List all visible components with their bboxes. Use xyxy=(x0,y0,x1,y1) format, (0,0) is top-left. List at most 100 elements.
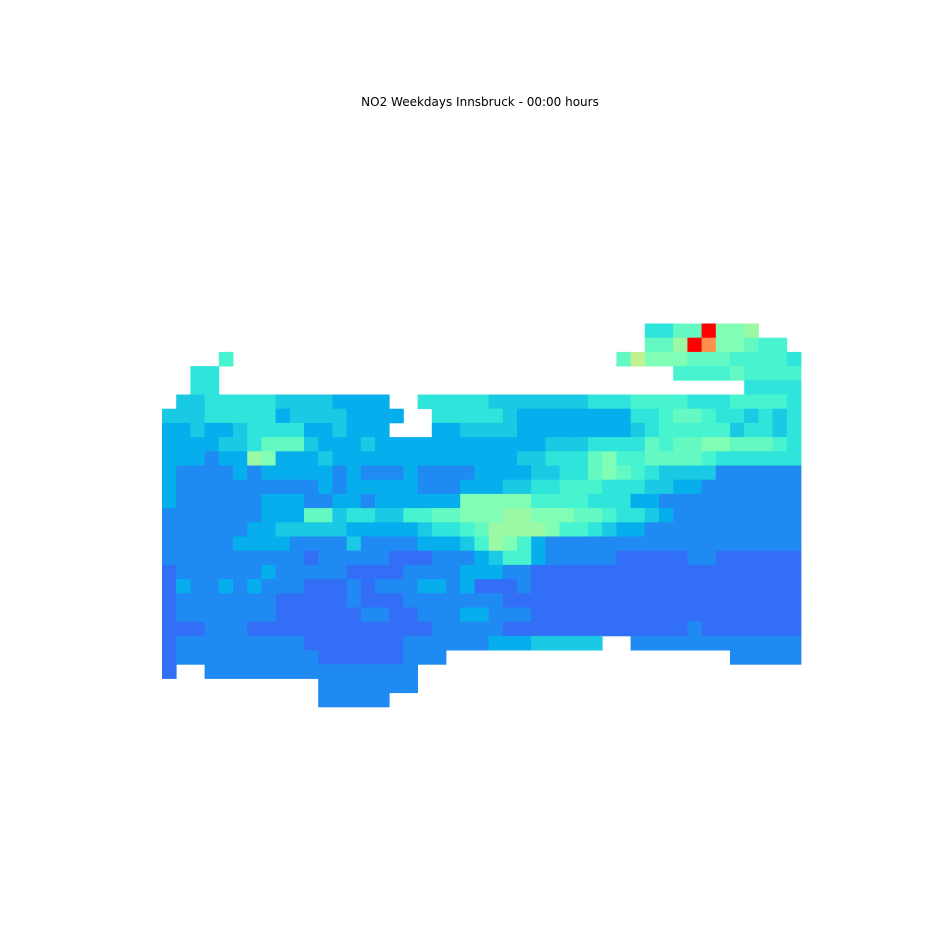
heatmap-cell xyxy=(744,508,759,523)
heatmap-cell xyxy=(502,394,518,410)
heatmap-cell xyxy=(204,422,220,438)
heatmap-cell xyxy=(786,635,802,651)
heatmap-cell xyxy=(602,493,617,509)
heatmap-cell xyxy=(190,635,205,651)
heatmap-cell xyxy=(673,607,688,623)
heatmap-cell xyxy=(360,621,376,637)
heatmap-cell xyxy=(289,522,305,537)
heatmap-cell xyxy=(545,451,560,466)
heatmap-cell xyxy=(218,351,234,367)
heatmap-cell xyxy=(346,607,362,623)
heatmap-cell xyxy=(318,692,333,708)
heatmap-cell xyxy=(786,479,802,495)
heatmap-cell xyxy=(573,621,589,637)
heatmap-cell xyxy=(715,536,731,552)
heatmap-cell xyxy=(275,522,291,537)
heatmap-cell xyxy=(289,536,305,552)
heatmap-cell xyxy=(204,607,220,623)
heatmap-cell xyxy=(573,451,589,466)
heatmap-cell xyxy=(701,593,717,608)
heatmap-cell xyxy=(403,437,418,452)
heatmap-cell xyxy=(289,607,305,623)
heatmap-cell xyxy=(460,593,475,608)
heatmap-cell xyxy=(602,422,617,438)
heatmap-cell xyxy=(758,465,773,481)
heatmap-cell xyxy=(389,607,404,623)
heatmap-cell xyxy=(616,493,631,509)
heatmap-cell xyxy=(502,408,518,424)
heatmap-cell xyxy=(233,465,248,481)
heatmap-cell xyxy=(346,493,362,509)
heatmap-cell xyxy=(517,621,532,637)
heatmap-cell xyxy=(559,621,575,637)
heatmap-cell xyxy=(375,678,390,694)
heatmap-cell xyxy=(261,493,276,509)
heatmap-cell xyxy=(644,564,660,580)
heatmap-cell xyxy=(758,550,773,566)
heatmap-cell xyxy=(772,408,788,424)
heatmap-cell xyxy=(304,621,319,637)
heatmap-cell xyxy=(531,451,546,466)
heatmap-cell xyxy=(701,621,717,637)
heatmap-cell xyxy=(460,408,475,424)
heatmap-cell xyxy=(488,564,504,580)
heatmap-cell xyxy=(786,465,802,481)
heatmap-cell xyxy=(318,465,333,481)
heatmap-cell xyxy=(190,593,205,608)
heatmap-cell xyxy=(772,550,788,566)
heatmap-cell xyxy=(659,437,674,452)
heatmap-cell xyxy=(261,536,276,552)
heatmap-cell xyxy=(360,465,376,481)
heatmap-cell xyxy=(673,536,688,552)
heatmap-cell xyxy=(758,621,773,637)
heatmap-cell xyxy=(588,621,603,637)
heatmap-cell xyxy=(176,650,191,665)
heatmap-cell xyxy=(346,678,362,694)
heatmap-cell xyxy=(218,522,234,537)
heatmap-cell xyxy=(247,522,262,537)
heatmap-cell xyxy=(730,493,745,509)
heatmap-cell xyxy=(176,579,191,594)
heatmap-cell xyxy=(588,579,603,594)
heatmap-cell xyxy=(502,536,518,552)
heatmap-cell xyxy=(247,664,262,679)
heatmap-cell xyxy=(446,408,461,424)
heatmap-cell xyxy=(715,422,731,438)
heatmap-cell xyxy=(318,621,333,637)
heatmap-cell xyxy=(559,635,575,651)
heatmap-cell xyxy=(659,394,674,410)
heatmap-cell xyxy=(758,394,773,410)
heatmap-cell xyxy=(673,579,688,594)
heatmap-cell xyxy=(517,522,532,537)
heatmap-cell xyxy=(247,564,262,580)
heatmap-cell xyxy=(559,607,575,623)
heatmap-cell xyxy=(744,422,759,438)
heatmap-cell xyxy=(275,564,291,580)
heatmap-cell xyxy=(275,650,291,665)
heatmap-cell xyxy=(318,550,333,566)
heatmap-cell xyxy=(460,621,475,637)
heatmap-cell xyxy=(204,394,220,410)
heatmap-cell xyxy=(786,408,802,424)
heatmap-cell xyxy=(701,351,717,367)
heatmap-cell xyxy=(758,650,773,665)
heatmap-cell xyxy=(644,337,660,353)
heatmap-cell xyxy=(715,479,731,495)
heatmap-cell xyxy=(616,564,631,580)
heatmap-cell xyxy=(488,593,504,608)
heatmap-cell xyxy=(431,550,447,566)
heatmap-cell xyxy=(659,579,674,594)
heatmap-cell xyxy=(204,508,220,523)
heatmap-cell xyxy=(247,635,262,651)
heatmap-cell xyxy=(545,465,560,481)
heatmap-cell xyxy=(730,437,745,452)
heatmap-cell xyxy=(715,451,731,466)
heatmap-cell xyxy=(602,593,617,608)
heatmap-cell xyxy=(162,479,177,495)
heatmap-cell xyxy=(758,366,773,381)
heatmap-cell xyxy=(730,451,745,466)
heatmap-cell xyxy=(431,408,447,424)
heatmap-cell xyxy=(588,564,603,580)
heatmap-cell xyxy=(531,422,546,438)
heatmap-cell xyxy=(318,422,333,438)
